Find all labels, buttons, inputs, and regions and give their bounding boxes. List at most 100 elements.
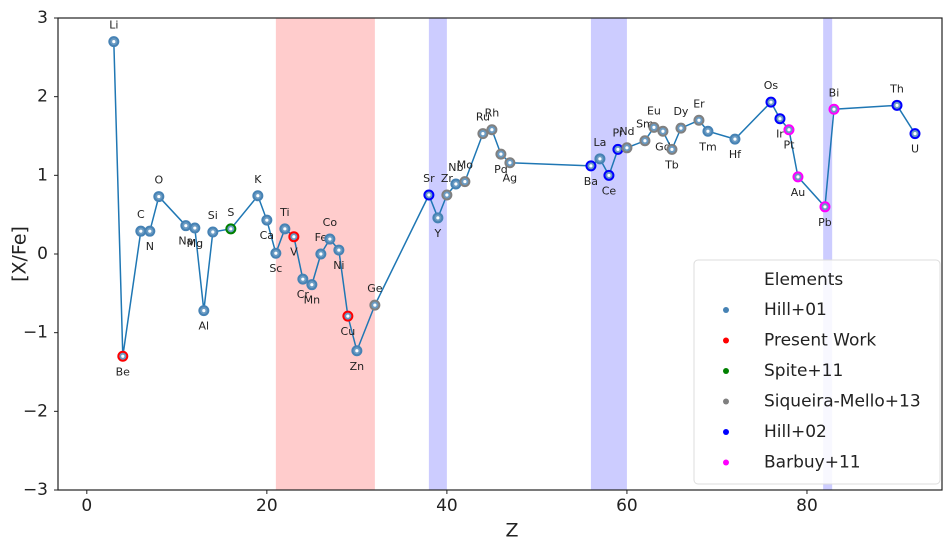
element-label: Os — [764, 79, 779, 92]
point-core — [139, 229, 143, 233]
legend-label: Hill+02 — [764, 422, 827, 442]
element-label: Mg — [187, 237, 203, 250]
point-core — [778, 117, 782, 121]
y-tick-label: 2 — [37, 87, 48, 107]
point-core — [436, 216, 440, 220]
point-core — [490, 128, 494, 132]
element-label: Ca — [260, 229, 274, 242]
point-core — [292, 235, 296, 239]
element-label: U — [911, 143, 919, 156]
point-core — [229, 227, 233, 231]
element-label: Pr — [612, 126, 623, 139]
element-label: Bi — [829, 86, 840, 99]
legend-marker — [723, 307, 729, 313]
legend-marker — [723, 368, 729, 374]
legend-label: Siqueira-Mello+13 — [764, 392, 921, 412]
point-core — [355, 349, 359, 353]
point-core — [256, 194, 260, 198]
element-label: Au — [791, 186, 806, 199]
element-label: Cu — [341, 325, 356, 338]
x-tick-label: 60 — [616, 496, 638, 516]
legend-box — [693, 259, 941, 485]
element-label: Eu — [647, 104, 661, 117]
element-label: Co — [323, 216, 338, 229]
element-label: Zn — [350, 360, 365, 373]
point-core — [607, 173, 611, 177]
x-axis-label: Z — [505, 520, 518, 542]
point-core — [319, 252, 323, 256]
point-core — [301, 277, 305, 281]
y-tick-label: −3 — [23, 480, 48, 500]
x-tick-label: 20 — [256, 496, 278, 516]
element-label: Ag — [503, 172, 518, 185]
point-core — [121, 354, 125, 358]
point-core — [346, 314, 350, 318]
shaded-band — [590, 18, 627, 490]
legend-label: Hill+01 — [764, 300, 827, 320]
legend-label: Present Work — [764, 331, 876, 351]
element-label: K — [254, 173, 262, 186]
point-core — [598, 157, 602, 161]
point-core — [796, 175, 800, 179]
point-core — [445, 193, 449, 197]
legend-marker — [723, 429, 729, 435]
point-core — [265, 218, 269, 222]
point-core — [274, 251, 278, 255]
element-label: Ce — [602, 184, 617, 197]
x-tick-label: 80 — [796, 496, 818, 516]
legend-marker — [723, 459, 729, 466]
y-tick-label: 1 — [37, 165, 48, 185]
element-label: La — [593, 136, 606, 149]
y-tick-label: 0 — [37, 244, 48, 264]
legend-title: Elements — [764, 270, 843, 290]
element-label: Er — [693, 97, 705, 110]
element-label: Pt — [783, 139, 795, 152]
point-core — [373, 303, 377, 307]
element-label: Nd — [619, 125, 634, 138]
point-core — [310, 283, 314, 287]
element-label: S — [227, 206, 234, 219]
legend-label: Barbuy+11 — [764, 453, 861, 473]
point-core — [661, 129, 665, 133]
point-core — [454, 182, 458, 186]
point-core — [832, 107, 836, 111]
point-core — [508, 161, 512, 165]
element-label: Y — [434, 227, 442, 240]
y-tick-label: 3 — [37, 8, 48, 28]
point-core — [463, 180, 467, 184]
element-label: Ti — [279, 206, 289, 219]
point-core — [211, 230, 215, 234]
element-label: Si — [208, 209, 218, 222]
element-label: Li — [109, 19, 118, 32]
element-label: Tm — [698, 140, 716, 153]
point-core — [193, 226, 197, 230]
element-label: Mo — [457, 159, 473, 172]
element-label: Th — [889, 82, 904, 95]
element-label: Be — [116, 365, 131, 378]
point-core — [589, 164, 593, 168]
element-label: Pd — [494, 163, 508, 176]
point-core — [652, 125, 656, 129]
point-core — [670, 147, 674, 151]
element-label: Ir — [776, 128, 784, 141]
point-core — [202, 309, 206, 313]
point-core — [913, 132, 917, 136]
point-core — [697, 118, 701, 122]
element-label: Rh — [485, 107, 500, 120]
point-core — [184, 224, 188, 228]
point-core — [769, 100, 773, 104]
point-core — [706, 129, 710, 133]
element-label: Dy — [673, 105, 688, 118]
element-label: Ge — [367, 282, 383, 295]
element-label: Cr — [297, 288, 310, 301]
element-label: Sc — [269, 262, 282, 275]
x-tick-label: 40 — [436, 496, 458, 516]
legend-label: Spite+11 — [764, 361, 843, 381]
y-axis-label: [X/Fe] — [9, 226, 31, 282]
x-tick-label: 0 — [81, 496, 92, 516]
element-label: Na — [178, 235, 193, 248]
legend-marker — [723, 398, 729, 405]
element-label: Pb — [818, 216, 832, 229]
element-label: V — [290, 246, 298, 259]
element-label: Hf — [729, 148, 742, 161]
